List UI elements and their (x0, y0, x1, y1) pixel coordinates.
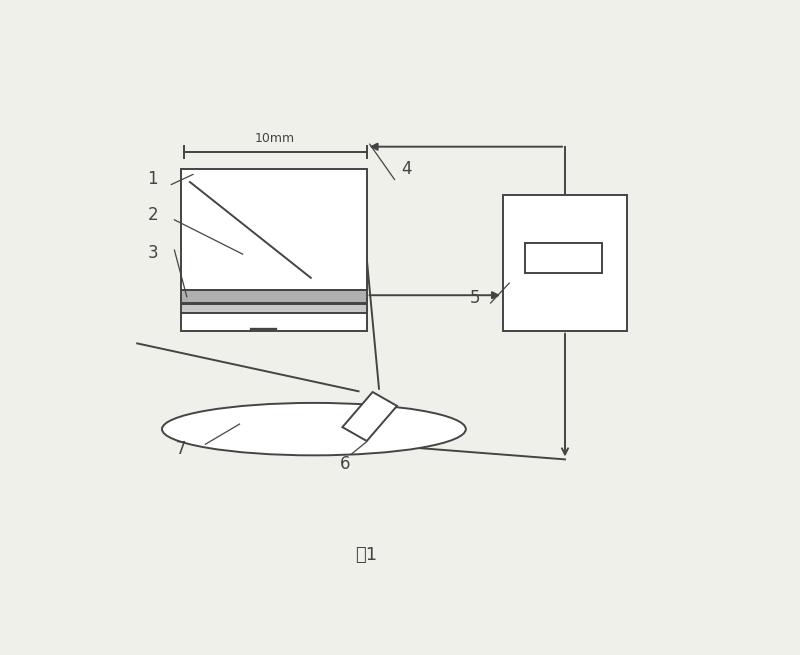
Text: 3: 3 (147, 244, 158, 261)
Bar (181, 290, 366, 303)
Bar (525, 242, 602, 272)
Text: 6: 6 (340, 455, 350, 474)
Bar (181, 312, 366, 331)
Text: 1: 1 (147, 170, 158, 189)
Bar (503, 195, 627, 331)
Text: 4: 4 (402, 160, 412, 178)
Ellipse shape (162, 403, 466, 455)
Text: 图1: 图1 (355, 546, 378, 564)
Bar (181, 304, 366, 313)
Polygon shape (342, 392, 397, 441)
Text: 7: 7 (175, 440, 186, 458)
Text: 5: 5 (470, 289, 480, 307)
Text: 10mm: 10mm (255, 132, 295, 145)
Text: 2: 2 (147, 206, 158, 224)
Bar (181, 170, 366, 290)
